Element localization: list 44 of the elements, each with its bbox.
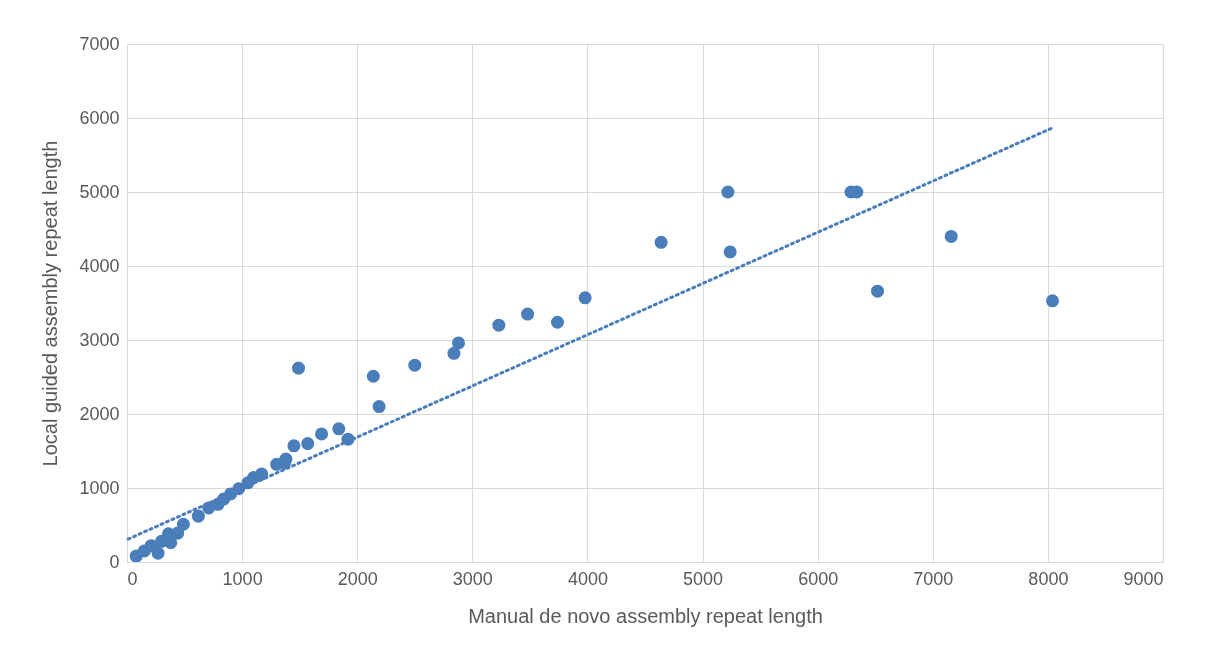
point [871,284,885,298]
point [408,358,422,372]
point [287,439,301,453]
x-tick-label: 2000 [337,568,378,589]
point [164,536,178,550]
point [372,400,386,414]
point [452,336,466,350]
y-tick-label: 2000 [79,403,120,424]
point [332,422,346,436]
y-tick-label: 0 [109,551,120,572]
point [578,291,592,305]
point [366,369,380,383]
point [654,235,668,249]
x-tick-label: 6000 [798,568,839,589]
y-tick-label: 7000 [79,33,120,54]
point [315,427,329,441]
x-tick-label: 0 [127,568,138,589]
point [1045,294,1060,308]
y-axis-title: Local guided assembly repeat length [39,140,62,467]
point [191,509,205,523]
point [492,318,506,332]
x-tick-label: 1000 [222,568,263,589]
point [292,361,306,375]
x-tick-label: 5000 [683,568,724,589]
x-axis-title: Manual de novo assembly repeat length [468,604,823,627]
point [521,307,535,321]
point [151,546,165,560]
y-tick-label: 3000 [79,329,120,350]
point [447,346,461,360]
y-tick-label: 5000 [79,181,120,202]
x-tick-label: 9000 [1123,568,1164,589]
x-tick-label: 7000 [913,568,954,589]
y-tick-label: 4000 [79,255,120,276]
point [721,185,735,199]
y-tick-label: 1000 [79,477,120,498]
x-tick-label: 3000 [452,568,493,589]
point [551,315,565,329]
point [176,517,190,531]
point [944,229,958,243]
x-tick-label: 4000 [567,568,608,589]
point [723,245,737,259]
point [301,437,315,451]
y-tick-label: 6000 [79,107,120,128]
x-tick-label: 8000 [1028,568,1069,589]
